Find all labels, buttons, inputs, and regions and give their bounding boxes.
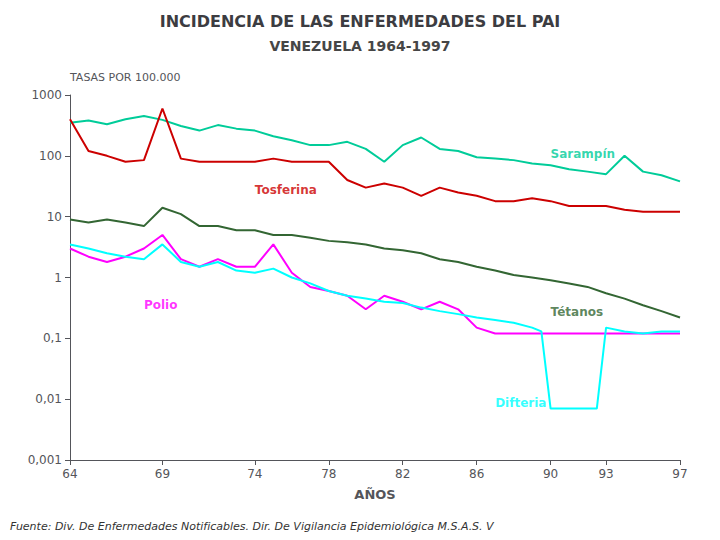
svg-text:Fuente: Div. De Enfermedades N: Fuente: Div. De Enfermedades Notificable… bbox=[10, 520, 495, 533]
svg-text:82: 82 bbox=[395, 467, 410, 481]
svg-text:1000: 1000 bbox=[31, 88, 62, 102]
svg-text:74: 74 bbox=[247, 467, 262, 481]
svg-text:10: 10 bbox=[47, 210, 62, 224]
svg-text:AÑOS: AÑOS bbox=[354, 487, 395, 502]
svg-text:Difteria: Difteria bbox=[495, 396, 546, 410]
svg-text:Tétanos: Tétanos bbox=[551, 305, 604, 319]
svg-text:69: 69 bbox=[155, 467, 170, 481]
svg-text:90: 90 bbox=[543, 467, 558, 481]
svg-text:Tosferina: Tosferina bbox=[255, 183, 317, 197]
svg-text:0,1: 0,1 bbox=[43, 331, 62, 345]
svg-text:TASAS POR 100.000: TASAS POR 100.000 bbox=[69, 71, 181, 84]
svg-text:97: 97 bbox=[672, 467, 687, 481]
svg-text:Polio: Polio bbox=[144, 298, 178, 312]
svg-text:100: 100 bbox=[39, 149, 62, 163]
svg-text:0,001: 0,001 bbox=[28, 453, 62, 467]
svg-text:78: 78 bbox=[321, 467, 336, 481]
svg-text:64: 64 bbox=[62, 467, 77, 481]
svg-text:INCIDENCIA DE LAS ENFERMEDADES: INCIDENCIA DE LAS ENFERMEDADES DEL PAI bbox=[160, 12, 561, 31]
svg-text:Sarampín: Sarampín bbox=[551, 147, 616, 161]
svg-text:VENEZUELA 1964-1997: VENEZUELA 1964-1997 bbox=[269, 38, 450, 54]
svg-text:0,01: 0,01 bbox=[35, 392, 62, 406]
svg-text:93: 93 bbox=[598, 467, 613, 481]
svg-text:1: 1 bbox=[54, 271, 62, 285]
svg-text:86: 86 bbox=[469, 467, 484, 481]
